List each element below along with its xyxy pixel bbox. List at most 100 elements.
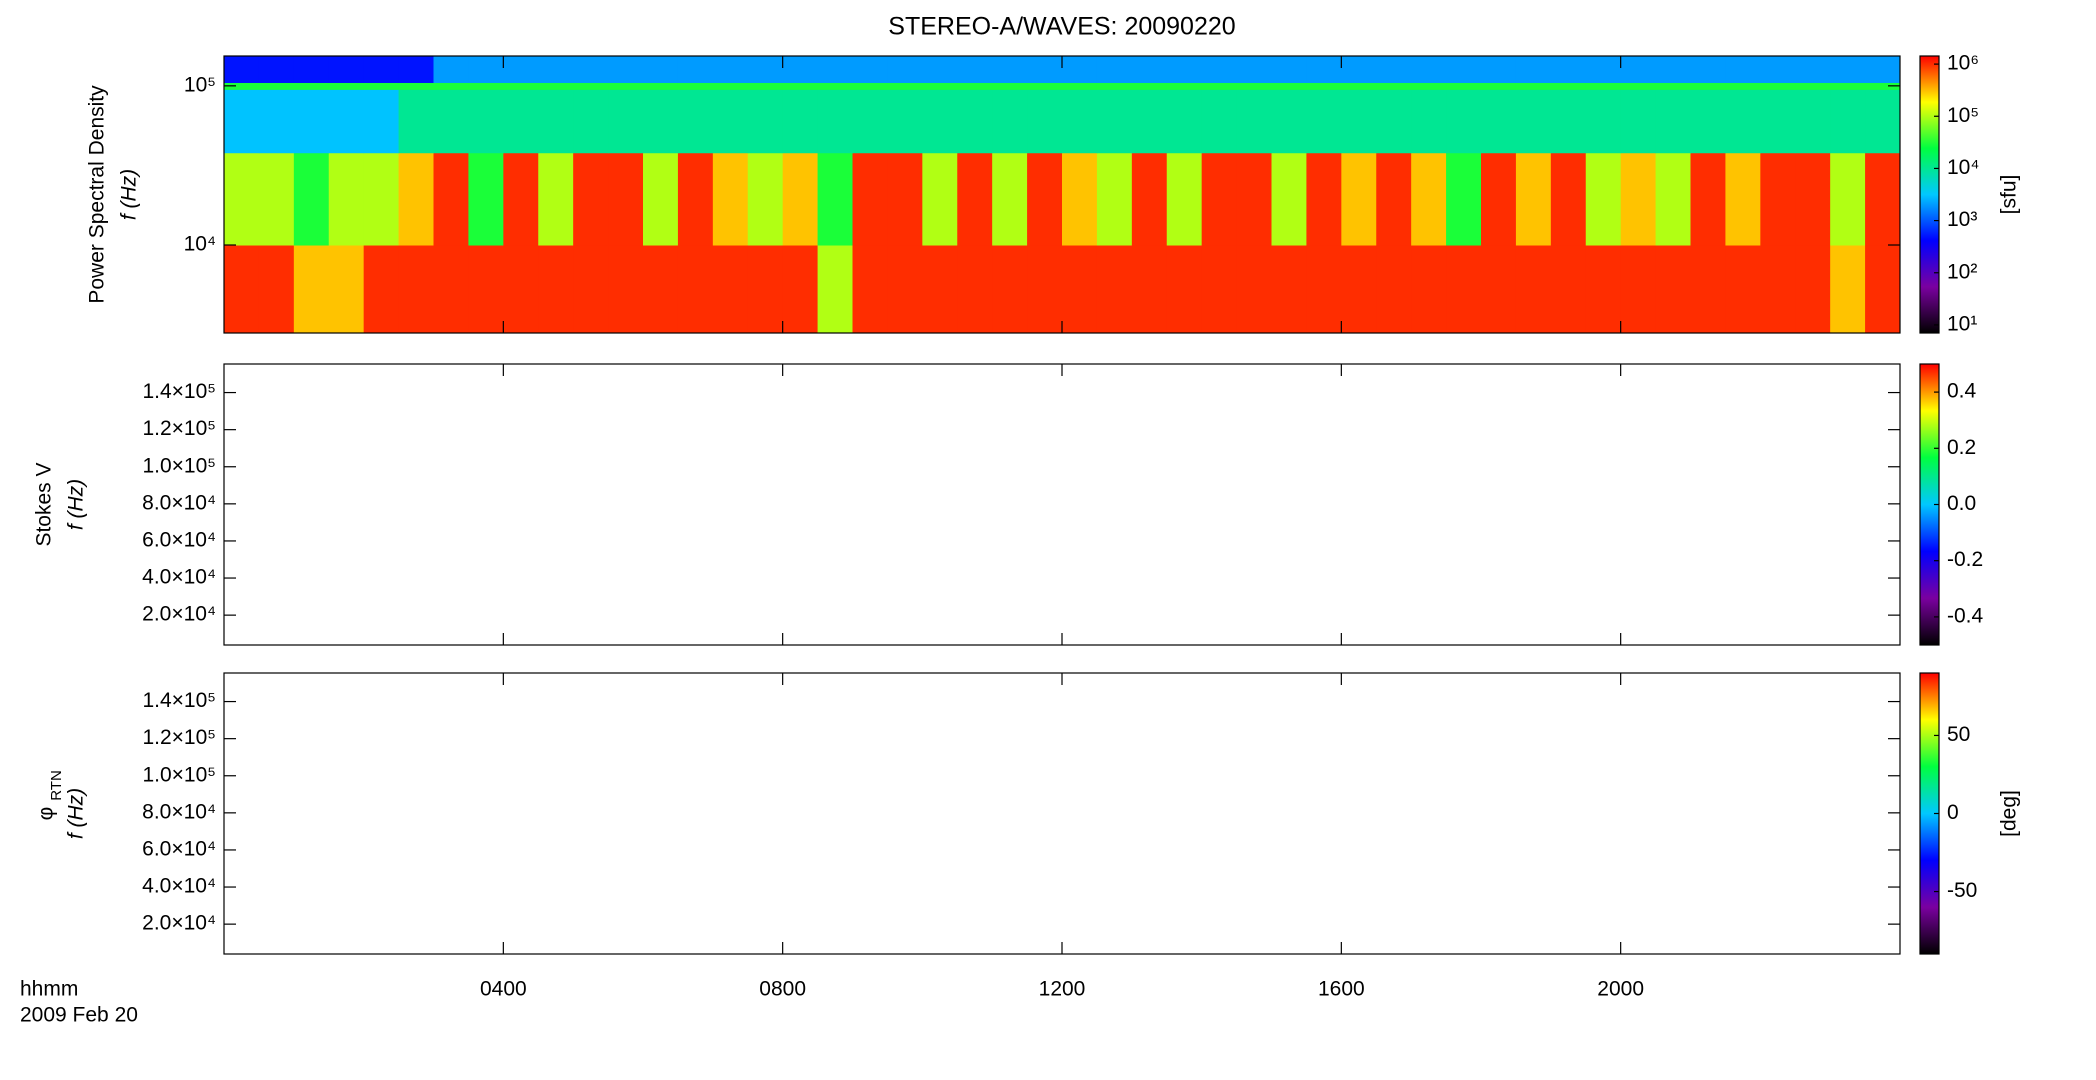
spectrogram-cell — [1411, 82, 1447, 90]
spectrogram-cell — [1131, 245, 1168, 334]
spectrogram-cell — [643, 152, 679, 246]
spectrogram-cell — [1655, 152, 1691, 246]
spectrogram-cell — [1341, 56, 1377, 83]
spectrogram — [224, 56, 1901, 334]
spectrogram-cell — [1655, 89, 1691, 154]
spectrogram-cell — [1131, 152, 1168, 246]
spectrogram-cell — [957, 82, 993, 90]
spectrogram-cell — [224, 82, 260, 90]
spectrogram-cell — [1201, 56, 1238, 83]
spectrogram-cell — [1655, 82, 1691, 90]
spectrogram-cell — [1131, 82, 1168, 90]
spectrogram-cell — [957, 245, 993, 334]
spectrogram-cell — [1620, 152, 1657, 246]
spectrogram-cell — [1236, 56, 1272, 83]
colorbar — [1919, 55, 1940, 334]
spectrogram-cell — [1830, 89, 1866, 154]
spectrogram-cell — [538, 82, 574, 90]
spectrogram-cell — [1166, 152, 1203, 246]
spectrogram-cell — [328, 245, 365, 334]
spectrogram-cell — [852, 82, 888, 90]
spectrogram-cell — [293, 152, 330, 246]
spectrogram-cell — [1865, 56, 1901, 83]
spectrogram-cell — [1760, 245, 1796, 334]
spectrogram-cell — [258, 82, 295, 90]
spectrogram-cell — [1865, 89, 1901, 154]
spectrogram-cell — [538, 89, 574, 154]
spectrogram-cell — [1620, 89, 1657, 154]
spectrogram-cell — [677, 89, 714, 154]
spectrogram-cell — [573, 82, 609, 90]
spectrogram-cell — [1062, 89, 1098, 154]
spectrogram-cell — [922, 56, 958, 83]
spectrogram-cell — [922, 82, 958, 90]
plot-frame — [223, 363, 1901, 646]
spectrogram-cell — [363, 82, 400, 90]
spectrogram-cell — [1166, 82, 1203, 90]
spectrogram-cell — [817, 56, 853, 83]
spectrogram-cell — [1830, 245, 1866, 334]
spectrogram-cell — [573, 245, 609, 334]
spectrogram-cell — [1760, 56, 1796, 83]
spectrogram-cell — [1271, 56, 1307, 83]
spectrogram-cell — [747, 56, 784, 83]
spectrogram-cell — [1096, 56, 1133, 83]
spectrogram-cell — [1027, 89, 1063, 154]
spectrogram-cell — [1690, 245, 1726, 334]
spectrogram-cell — [712, 89, 749, 154]
y-axis-label-subscript: RTN — [48, 770, 65, 801]
colorbar-tick-label: 10⁵ — [1947, 104, 1979, 127]
spectrogram-cell — [782, 56, 819, 83]
spectrogram-cell — [1515, 152, 1552, 246]
spectrogram-cell — [503, 152, 539, 246]
spectrogram-cell — [1620, 245, 1657, 334]
spectrogram-cell — [852, 152, 888, 246]
spectrogram-cell — [887, 82, 923, 90]
spectrogram-cell — [468, 89, 504, 154]
spectrogram-cell — [1446, 56, 1482, 83]
colorbar-tick-label: -0.2 — [1947, 548, 1983, 571]
spectrogram-cell — [363, 152, 400, 246]
spectrogram-cell — [817, 245, 853, 334]
spectrogram-cell — [573, 152, 609, 246]
spectrogram-cell — [433, 245, 469, 334]
spectrogram-cell — [258, 152, 295, 246]
y-axis-label: f (Hz) — [118, 169, 141, 220]
spectrogram-cell — [1306, 89, 1342, 154]
x-tick-label: 0800 — [759, 978, 806, 1001]
spectrogram-cell — [1411, 89, 1447, 154]
spectrogram-cell — [433, 89, 469, 154]
spectrogram-cell — [1201, 89, 1238, 154]
spectrogram-cell — [1201, 152, 1238, 246]
spectrogram-cell — [503, 89, 539, 154]
colorbar-label: [deg] — [1998, 790, 2021, 837]
spectrogram-cell — [677, 152, 714, 246]
figure-title: STEREO-A/WAVES: 20090220 — [888, 13, 1235, 41]
y-tick-label: 2.0×10⁴ — [142, 603, 216, 626]
spectrogram-cell — [1725, 56, 1761, 83]
y-tick-label: 1.0×10⁵ — [142, 763, 216, 786]
spectrogram-cell — [608, 82, 644, 90]
spectrogram-cell — [1027, 82, 1063, 90]
spectrogram-cell — [1341, 89, 1377, 154]
spectrogram-cell — [782, 89, 819, 154]
spectrogram-cell — [1550, 152, 1587, 246]
spectrogram-cell — [1376, 56, 1412, 83]
spectrogram-cell — [1131, 56, 1168, 83]
colorbar-tick-label: 10² — [1947, 260, 1977, 283]
spectrogram-cell — [1481, 89, 1517, 154]
x-tick-label: 2000 — [1597, 978, 1644, 1001]
spectrogram-cell — [992, 89, 1028, 154]
spectrogram-cell — [922, 245, 958, 334]
spectrogram-cell — [1690, 56, 1726, 83]
spectrogram-cell — [1376, 152, 1412, 246]
spectrogram-cell — [1096, 152, 1133, 246]
colorbar-tick-label: 10⁴ — [1947, 156, 1979, 179]
spectrogram-cell — [224, 245, 260, 334]
spectrogram-cell — [1690, 152, 1726, 246]
spectrogram-cell — [643, 89, 679, 154]
spectrogram-cell — [1271, 82, 1307, 90]
spectrogram-cell — [1062, 56, 1098, 83]
spectrogram-cell — [293, 56, 330, 83]
spectrogram-cell — [1236, 89, 1272, 154]
